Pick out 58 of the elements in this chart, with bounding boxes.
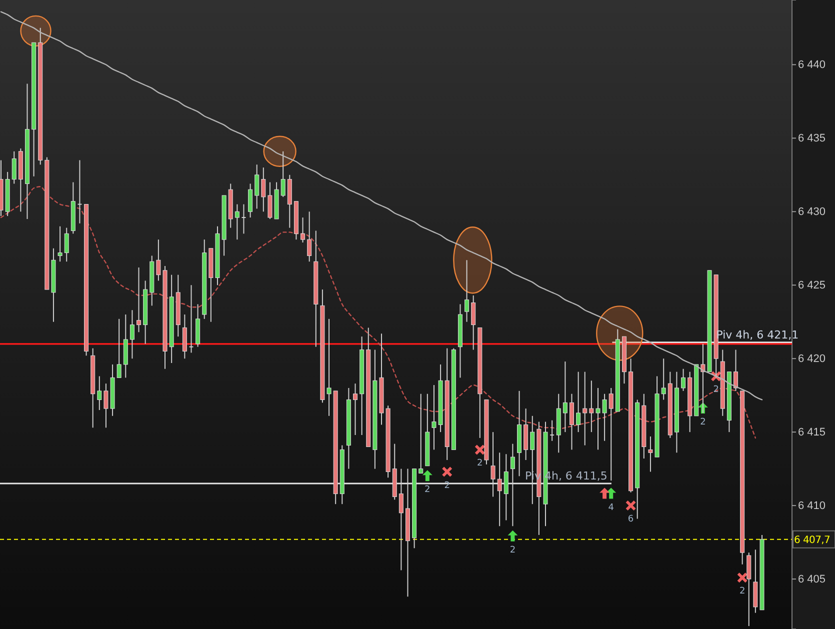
y-tick-label: 6 440 — [798, 59, 826, 72]
candlestick — [608, 387, 614, 482]
line-series — [0, 11, 763, 400]
y-tick-label: 6 430 — [798, 206, 826, 218]
candlestick — [562, 361, 568, 433]
annotation: 2 — [424, 485, 430, 496]
candlestick — [570, 393, 574, 450]
candlestick — [58, 226, 62, 262]
annotation: 4 — [608, 502, 614, 513]
point — [737, 572, 748, 583]
candlestick — [12, 150, 16, 184]
annotation: 6 — [628, 514, 634, 525]
candlestick — [241, 204, 246, 234]
candlestick — [136, 266, 142, 333]
candlestick — [353, 383, 358, 436]
candlestick — [307, 211, 312, 262]
candlestick — [576, 371, 581, 433]
y-tick-label: 6 425 — [798, 280, 826, 292]
candlestick — [130, 310, 134, 360]
candlestick — [661, 358, 666, 400]
candlestick — [418, 393, 424, 474]
candlestick — [280, 150, 286, 198]
candlestick — [64, 227, 69, 262]
annotation: 2 — [477, 458, 483, 469]
candlestick — [681, 368, 686, 392]
point — [474, 444, 485, 455]
point — [508, 530, 518, 542]
candlestick — [734, 349, 738, 392]
candlestick — [116, 318, 122, 378]
candlestick — [77, 160, 82, 224]
y-tick-label: 6 405 — [798, 574, 826, 586]
candlestick — [261, 167, 266, 212]
candlestick — [471, 294, 476, 350]
point — [600, 488, 610, 499]
candlestick — [182, 314, 187, 360]
candlestick — [248, 183, 253, 218]
candlestick — [464, 260, 470, 322]
candlestick — [550, 420, 555, 442]
point — [422, 470, 432, 482]
candlestick — [254, 164, 260, 210]
ref-line-label: 6 407,7 — [794, 534, 830, 546]
point — [606, 488, 616, 499]
point — [626, 500, 636, 511]
y-tick-label: 6 415 — [798, 426, 826, 439]
point — [442, 466, 452, 477]
candlestick — [234, 204, 240, 240]
y-tick-label: 6 420 — [798, 353, 826, 366]
y-tick-label: 6 410 — [798, 500, 826, 512]
line-series — [0, 186, 756, 439]
candlestick — [746, 552, 752, 627]
annotation: 2 — [739, 586, 746, 597]
annotation: 2 — [510, 545, 516, 556]
candlestick — [188, 284, 194, 354]
annotation: 2 — [700, 418, 706, 428]
candlestick — [582, 371, 588, 446]
candlestick — [300, 217, 306, 243]
y-tick-label: 6 435 — [798, 132, 826, 145]
candlestick — [97, 376, 102, 411]
